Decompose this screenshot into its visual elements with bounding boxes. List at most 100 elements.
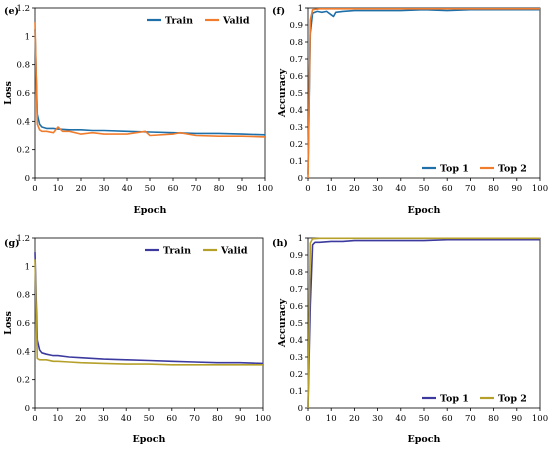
y-tick-label-f: 0.6 [289,72,303,82]
x-tick-label-e: 80 [214,184,225,194]
y-tick-label-f: 0.8 [289,38,303,48]
y-tick-label-h: 0.2 [289,370,303,380]
x-tick-label-e: 100 [257,184,273,194]
y-tick-label-e: 0.4 [16,117,30,127]
legend-label-h: Top 2 [498,394,527,405]
panel-label-e: (e) [4,6,19,17]
x-tick-label-h: 10 [326,414,337,424]
y-tick-label-e: 1 [25,32,30,42]
y-tick-label-g: 0.2 [16,376,30,386]
y-tick-label-h: 0.7 [289,285,303,295]
plot-area-h [307,237,541,409]
x-tick-label-g: 10 [52,414,63,424]
series-line-g-train [34,252,264,365]
plot-area-f [307,7,541,179]
y-tick-label-f: 1 [298,4,303,14]
legend-label-h: Top 1 [440,394,469,405]
x-tick-label-g: 60 [166,414,177,424]
y-tick-label-f: 0.1 [289,157,303,167]
series-line-f-top-1 [307,8,540,175]
y-tick-label-h: 1 [298,234,303,244]
y-tick-label-f: 0.5 [289,89,303,99]
x-tick-label-e: 70 [191,184,202,194]
x-tick-label-g: 30 [98,414,109,424]
x-tick-label-g: 50 [144,414,155,424]
y-tick-label-g: 0 [25,404,30,414]
plot-area-e [34,7,266,179]
y-tick-label-h: 0.1 [289,387,303,397]
y-tick-label-h: 0.6 [289,302,303,312]
x-tick-label-g: 40 [121,414,132,424]
x-tick-label-h: 60 [442,414,453,424]
y-tick-label-h: 0.3 [289,353,303,363]
x-tick-label-h: 100 [532,414,548,424]
y-tick-label-e: 0.8 [16,61,30,71]
x-tick-label-h: 40 [395,414,406,424]
panel-label-h: (h) [272,238,288,249]
x-axis-label-g: Epoch [133,434,166,445]
series-line-h-top-2 [307,237,540,409]
x-axis-label-h: Epoch [408,434,441,445]
x-tick-label-f: 70 [465,184,476,194]
x-tick-label-f: 0 [305,184,310,194]
x-tick-label-h: 30 [372,414,383,424]
y-tick-label-g: 1.2 [16,234,30,244]
legend-label-f: Top 1 [440,164,469,175]
x-tick-label-f: 20 [349,184,360,194]
x-axis-label-f: Epoch [408,205,441,216]
x-tick-label-g: 80 [212,414,223,424]
x-tick-label-h: 90 [511,414,522,424]
y-tick-label-f: 0.2 [289,140,303,150]
panel-label-g: (g) [4,238,20,249]
x-tick-label-h: 20 [349,414,360,424]
panel-e: (e) 0 0.2 0.4 0.6 0.8 1 1.2 0 10 20 30 40 50 60 70 80 90… [3,4,273,216]
x-tick-label-g: 20 [75,414,86,424]
x-tick-label-e: 40 [122,184,133,194]
x-tick-label-f: 10 [326,184,337,194]
y-tick-label-h: 0.5 [289,319,303,329]
x-tick-label-g: 70 [189,414,200,424]
x-tick-label-f: 80 [488,184,499,194]
panel-f: (f) 00.10.20.30.40.50.60.70.80.910 10 20 30… [272,4,548,216]
series-line-h-top-1 [307,238,540,409]
x-tick-label-f: 30 [372,184,383,194]
x-tick-label-f: 50 [419,184,430,194]
x-tick-label-g: 100 [255,414,271,424]
x-tick-label-h: 80 [488,414,499,424]
x-tick-label-h: 0 [305,414,310,424]
x-tick-label-f: 60 [442,184,453,194]
series-line-e-valid [34,22,266,138]
y-tick-label-h: 0.8 [289,268,303,278]
x-tick-label-e: 50 [145,184,156,194]
series-line-g-valid [34,259,263,366]
y-tick-label-g: 0.4 [16,347,30,357]
y-axis-label-f: Accuracy [277,68,288,118]
x-tick-label-h: 70 [465,414,476,424]
x-tick-label-g: 90 [235,414,246,424]
y-tick-label-f: 0.9 [289,21,303,31]
y-tick-label-e: 0.6 [16,89,30,99]
y-tick-label-f: 0.4 [289,106,303,116]
x-axis-label-e: Epoch [134,205,167,216]
y-tick-label-f: 0.7 [289,55,303,65]
x-tick-label-e: 10 [53,184,64,194]
plot-area-g [34,237,264,409]
legend-label-f: Top 2 [498,164,527,175]
series-line-f-top-2 [307,8,540,179]
legend-label-g: Train [163,246,191,257]
series-line-e-train [34,29,266,136]
legend-label-e: Train [165,16,193,27]
x-tick-label-e: 60 [168,184,179,194]
x-tick-label-f: 100 [532,184,548,194]
y-tick-label-g: 0.8 [16,291,30,301]
x-tick-label-f: 40 [395,184,406,194]
y-tick-label-f: 0 [298,174,303,184]
y-tick-label-h: 0.4 [289,336,303,346]
y-tick-label-e: 1.2 [16,4,30,14]
y-tick-label-f: 0.3 [289,123,303,133]
x-tick-label-e: 90 [237,184,248,194]
y-axis-label-h: Accuracy [277,298,288,348]
x-tick-label-f: 90 [511,184,522,194]
legend-label-e: Valid [222,16,250,27]
